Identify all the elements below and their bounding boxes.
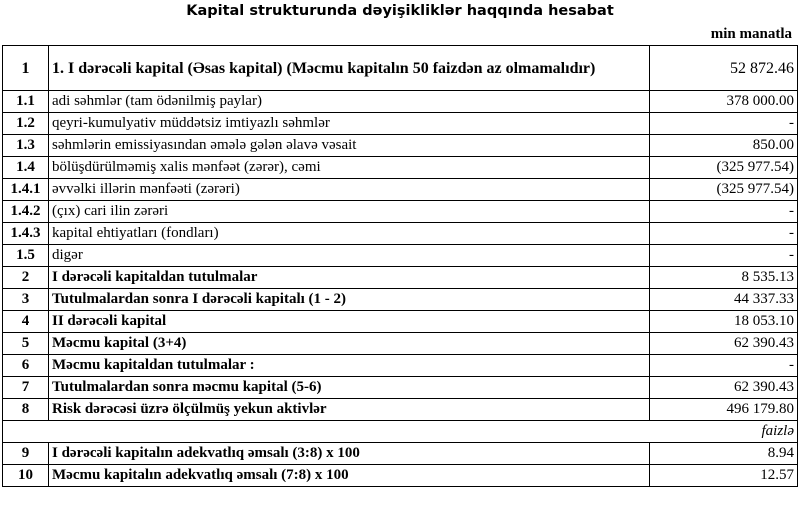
capital-structure-table: 1 1. I dərəcəli kapital (Əsas kapital) (M…: [2, 45, 798, 487]
percent-unit-label: faizlə: [2, 420, 798, 443]
row-label: Məcmu kapitalın adekvatlıq əmsalı (7:8) …: [48, 464, 650, 487]
row-number: 7: [2, 376, 49, 399]
row-value: 18 053.10: [649, 310, 798, 333]
row-value: 8.94: [649, 442, 798, 465]
table-row: 8 Risk dərəcəsi üzrə ölçülmüş yekun aktiv…: [2, 398, 798, 421]
row-number: 9: [2, 442, 49, 465]
row-number: 6: [2, 354, 49, 377]
row-value: 62 390.43: [649, 376, 798, 399]
row-number: 1.3: [2, 134, 49, 157]
row-label: bölüşdürülməmiş xalis mənfəət (zərər), c…: [48, 156, 650, 179]
table-row: 1.4 bölüşdürülməmiş xalis mənfəət (zərər)…: [2, 156, 798, 179]
row-number: 1.2: [2, 112, 49, 135]
row-value: -: [649, 200, 798, 223]
row-value: 12.57: [649, 464, 798, 487]
row-number: 2: [2, 266, 49, 289]
row-label: 1. I dərəcəli kapital (Əsas kapital) (Mə…: [48, 45, 650, 91]
row-value: -: [649, 244, 798, 267]
table-row: 1.4.3 kapital ehtiyatları (fondları) -: [2, 222, 798, 245]
row-label: səhmlərin emissiyasından əmələ gələn əla…: [48, 134, 650, 157]
row-value: 52 872.46: [649, 45, 798, 91]
table-row: 1.3 səhmlərin emissiyasından əmələ gələn …: [2, 134, 798, 157]
row-number: 1.1: [2, 90, 49, 113]
row-label: Məcmu kapital (3+4): [48, 332, 650, 355]
table-row: 1.5 digər -: [2, 244, 798, 267]
row-label: I dərəcəli kapitalın adekvatlıq əmsalı (…: [48, 442, 650, 465]
table-row: 6 Məcmu kapitaldan tutulmalar :-: [2, 354, 798, 377]
row-value: 44 337.33: [649, 288, 798, 311]
table-row: 4 II dərəcəli kapital 18 053.10: [2, 310, 798, 333]
table-row: 10 Məcmu kapitalın adekvatlıq əmsalı (7:8…: [2, 464, 798, 487]
row-number: 1.4.3: [2, 222, 49, 245]
row-number: 1.4.2: [2, 200, 49, 223]
table-row: 1.2 qeyri-kumulyativ müddətsiz imtiyazlı …: [2, 112, 798, 135]
row-value: 8 535.13: [649, 266, 798, 289]
row-label: Risk dərəcəsi üzrə ölçülmüş yekun aktivl…: [48, 398, 650, 421]
row-number: 1.5: [2, 244, 49, 267]
row-number: 4: [2, 310, 49, 333]
row-label: I dərəcəli kapitaldan tutulmalar: [48, 266, 650, 289]
row-number: 1.4.1: [2, 178, 49, 201]
row-value: (325 977.54): [649, 156, 798, 179]
table-row: 1.1 adi səhmlər (tam ödənilmiş paylar) 378…: [2, 90, 798, 113]
row-number: 5: [2, 332, 49, 355]
table-row: 1 1. I dərəcəli kapital (Əsas kapital) (M…: [2, 45, 798, 91]
row-value: 496 179.80: [649, 398, 798, 421]
row-label: digər: [48, 244, 650, 267]
table-row: 3 Tutulmalardan sonra I dərəcəli kapitalı…: [2, 288, 798, 311]
row-value: 850.00: [649, 134, 798, 157]
row-label: II dərəcəli kapital: [48, 310, 650, 333]
row-number: 1: [2, 45, 49, 91]
table-row: 7 Tutulmalardan sonra məcmu kapital (5-6)…: [2, 376, 798, 399]
row-value: -: [649, 112, 798, 135]
row-label: (çıx) cari ilin zərəri: [48, 200, 650, 223]
table-row: 1.4.2 (çıx) cari ilin zərəri -: [2, 200, 798, 223]
row-value: 378 000.00: [649, 90, 798, 113]
row-label: əvvəlki illərin mənfəəti (zərəri): [48, 178, 650, 201]
row-value: 62 390.43: [649, 332, 798, 355]
row-label: qeyri-kumulyativ müddətsiz imtiyazlı səh…: [48, 112, 650, 135]
row-label: Tutulmalardan sonra I dərəcəli kapitalı …: [48, 288, 650, 311]
row-value: -: [649, 222, 798, 245]
row-value: -: [649, 354, 798, 377]
row-label: Məcmu kapitaldan tutulmalar :: [48, 354, 650, 377]
table-row: 1.4.1 əvvəlki illərin mənfəəti (zərəri) (3…: [2, 178, 798, 201]
unit-label: min manatla: [710, 26, 792, 42]
report-title: Kapital strukturunda dəyişikliklər haqqı…: [186, 3, 614, 19]
row-label: Tutulmalardan sonra məcmu kapital (5-6): [48, 376, 650, 399]
row-label: kapital ehtiyatları (fondları): [48, 222, 650, 245]
row-value: (325 977.54): [649, 178, 798, 201]
row-number: 3: [2, 288, 49, 311]
row-label: adi səhmlər (tam ödənilmiş paylar): [48, 90, 650, 113]
table-row: 5 Məcmu kapital (3+4) 62 390.43: [2, 332, 798, 355]
row-number: 10: [2, 464, 49, 487]
row-number: 1.4: [2, 156, 49, 179]
percent-unit-row: faizlə: [2, 420, 798, 443]
row-number: 8: [2, 398, 49, 421]
